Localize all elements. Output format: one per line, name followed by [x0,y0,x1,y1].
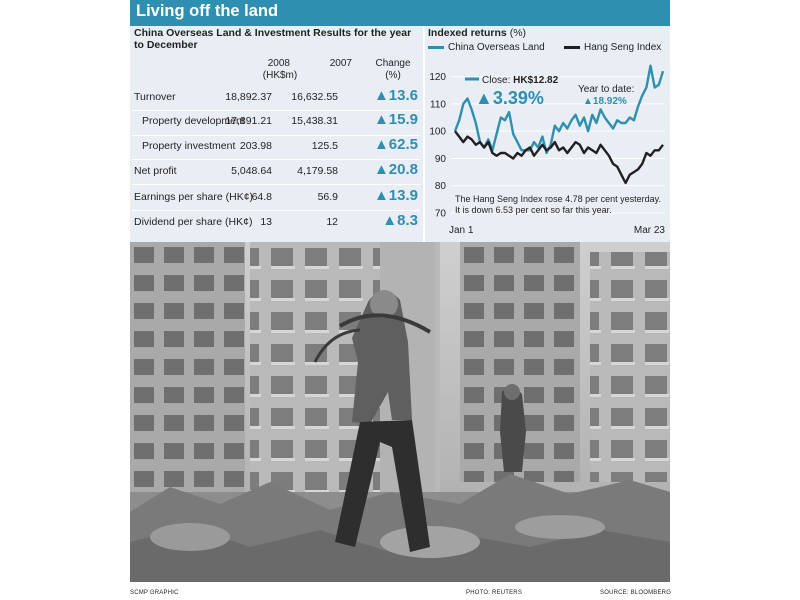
col-header-change: Change [375,58,411,69]
infographic: Living off the land China Overseas Land … [130,0,670,590]
close-value: HK$12.82 [513,75,558,86]
table-row: Property investment 203.98 125.5 ▲62.5 [130,135,422,158]
row-label: Turnover [134,91,176,103]
table-row: Turnover 18,892.37 16,632.55 ▲13.6 [130,86,422,109]
row-label: Earnings per share (HK¢) [134,191,254,203]
y-tick-label: 90 [435,154,447,165]
credit-source: SOURCE: BLOOMBERG [600,590,672,596]
row-label: Property investment [142,140,236,152]
value-2007: 125.5 [311,140,338,152]
value-2008: 5,048.64 [231,165,272,177]
row-divider [132,135,420,136]
chart-title: Indexed returns (%) [428,27,526,39]
chart-title-main: Indexed returns [428,27,507,39]
series-line-hsi [454,130,664,185]
row-divider [132,110,420,111]
header-bar: Living off the land [130,0,670,26]
row-divider [132,184,420,185]
line-chart: 70 80 90 100 110 120 Jan 1 Mar 23 Close: HK$12.8… [429,64,666,236]
chart-title-unit: (%) [509,27,527,39]
close-change: ▲3.39% [475,88,544,108]
construction-scene-image [130,242,670,582]
table-row: Earnings per share (HK¢) 64.8 56.9 ▲13.9 [130,186,422,209]
change-value: ▲15.9 [373,111,418,128]
col-header-unit: (HK$m) [262,70,298,81]
legend-label-hsi: Hang Seng Index [584,42,662,53]
close-label: Close: HK$12.82 [482,75,559,86]
value-2008: 17,891.21 [225,115,272,127]
col-header-2007: 2007 [329,58,352,69]
data-panel [130,26,670,242]
row-divider [132,210,420,211]
value-2007: 12 [326,216,338,228]
x-tick-label: Jan 1 [449,225,474,236]
value-2007: 4,179.58 [297,165,338,177]
panel-divider [423,26,425,242]
value-2008: 13 [260,216,272,228]
row-label: Property development [142,115,245,127]
table-row: Dividend per share (HK¢) 13 12 ▲8.3 [130,211,422,234]
ytd-label: Year to date: [578,84,634,95]
credit-graphic: SCMP GRAPHIC [130,590,179,596]
row-divider [132,159,420,160]
note-line-2: It is down 6.53 per cent so far this yea… [455,205,612,215]
row-label: Net profit [134,165,177,177]
y-tick-label: 80 [435,181,447,192]
y-tick-label: 70 [435,209,447,220]
change-value: ▲62.5 [373,136,418,153]
table-row: Net profit 5,048.64 4,179.58 ▲20.8 [130,160,422,183]
value-2008: 203.98 [239,140,272,152]
ytd-value: ▲18.92% [583,96,627,107]
change-value: ▲13.6 [373,87,418,104]
change-value: ▲20.8 [373,161,418,178]
legend-item-col: China Overseas Land [428,42,545,53]
value-2007: 56.9 [317,191,338,203]
table-title: China Overseas Land & Investment Results… [134,27,412,51]
change-value: ▲13.9 [373,187,418,204]
value-2008: 18,892.37 [225,91,272,103]
change-value: ▲8.3 [382,212,418,229]
table-row: Property development 17,891.21 15,438.31… [130,110,422,133]
x-tick-label: Mar 23 [634,225,666,236]
legend-swatch-hsi [564,45,580,49]
legend-swatch-col [428,45,444,49]
credit-photo: PHOTO: REUTERS [466,590,523,596]
y-tick-label: 100 [429,127,446,138]
legend-label-col: China Overseas Land [448,42,545,53]
value-2008: 64.8 [251,191,272,203]
col-header-2008: 2008 [267,58,290,69]
value-2007: 15,438.31 [291,115,338,127]
value-2007: 16,632.55 [291,91,338,103]
col-header-change-unit: (%) [385,70,401,81]
page-title: Living off the land [136,2,279,20]
row-label: Dividend per share (HK¢) [134,216,253,228]
legend-item-hsi: Hang Seng Index [564,42,661,53]
news-photo [130,242,670,582]
note-line-1: The Hang Seng Index rose 4.78 per cent y… [455,194,661,204]
y-tick-label: 110 [430,99,446,110]
y-tick-label: 120 [429,72,446,83]
